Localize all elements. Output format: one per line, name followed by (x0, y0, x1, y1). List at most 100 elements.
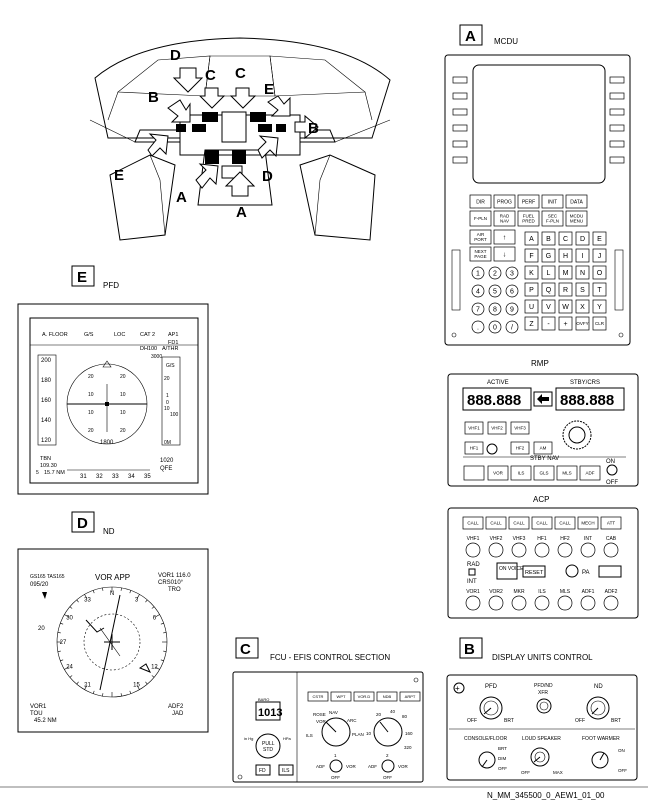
mcdu-alpha-J[interactable] (592, 248, 607, 263)
acp-knob-ADF2[interactable] (603, 595, 619, 611)
acp-call-0[interactable] (462, 516, 484, 530)
mcdu-alpha-X[interactable] (575, 299, 590, 314)
acp-knob-VOR1[interactable] (465, 595, 481, 611)
mcdu-num-11[interactable] (505, 320, 519, 334)
rmp-nav-key[interactable] (463, 465, 485, 481)
rmp-nav-MLS[interactable] (556, 465, 578, 481)
mcdu-key-2[interactable] (517, 194, 540, 209)
acp-knob-MKR[interactable] (511, 595, 527, 611)
mcdu-alpha-L[interactable] (541, 265, 556, 280)
mcdu-alpha-28[interactable] (575, 316, 590, 331)
mcdu-alpha-A[interactable] (524, 231, 539, 246)
rmp-nav-VOR[interactable] (487, 465, 509, 481)
mcdu-num-6[interactable] (471, 302, 485, 316)
mcdu-alpha-Y[interactable] (592, 299, 607, 314)
acp-knob-ILS[interactable] (534, 595, 550, 611)
mcdu-key-down[interactable] (493, 246, 516, 262)
mcdu-key-1[interactable] (493, 194, 516, 209)
fcu-opt-WPT[interactable] (330, 691, 352, 702)
acp-call-5[interactable] (577, 516, 599, 530)
acp-call-1[interactable] (485, 516, 507, 530)
acp-call-2[interactable] (508, 516, 530, 530)
mcdu-key-5[interactable] (469, 210, 492, 227)
rmp-nav-ILS[interactable] (510, 465, 532, 481)
acp-knob-VHF3[interactable] (511, 542, 527, 558)
mcdu-num-8[interactable] (505, 302, 519, 316)
mcdu-alpha-29[interactable] (592, 316, 607, 331)
acp-knob-HF2[interactable] (557, 542, 573, 558)
mcdu-key-7[interactable] (517, 210, 540, 227)
mcdu-alpha-Q[interactable] (541, 282, 556, 297)
rmp-key-HF1-label: HF1 (470, 446, 479, 451)
mcdu-alpha-C[interactable] (558, 231, 573, 246)
mcdu-key-airport[interactable] (469, 229, 492, 245)
mcdu-alpha-26[interactable] (541, 316, 556, 331)
mcdu-key-0[interactable] (469, 194, 492, 209)
mcdu-alpha-G[interactable] (541, 248, 556, 263)
acp-reset: RESET (525, 570, 544, 576)
mcdu-num-3[interactable] (471, 284, 485, 298)
mcdu-alpha-H[interactable] (558, 248, 573, 263)
mcdu-alpha-R[interactable] (558, 282, 573, 297)
nd-display: D ND VOR APP GS165 TAS165 095/20 VOR1 11… (17, 511, 209, 733)
mcdu-alpha-U[interactable] (524, 299, 539, 314)
mcdu-key-nextpage[interactable] (469, 246, 492, 262)
mcdu-alpha-B[interactable] (541, 231, 556, 246)
acp-knob-VOR2[interactable] (488, 595, 504, 611)
pfd-alt-tick: 1 (166, 393, 169, 399)
rmp-key-HF1[interactable] (464, 441, 484, 455)
mcdu-alpha-S[interactable] (575, 282, 590, 297)
acp-knob-ADF1[interactable] (580, 595, 596, 611)
mcdu-key-4[interactable] (565, 194, 588, 209)
mcdu-alpha-P[interactable] (524, 282, 539, 297)
mcdu-key-8[interactable] (541, 210, 564, 227)
fcu-opt-VOR.D[interactable] (353, 691, 375, 702)
mcdu-alpha-I[interactable] (575, 248, 590, 263)
mcdu-key-9[interactable] (565, 210, 588, 227)
rmp-key-HF2[interactable] (510, 441, 530, 455)
mcdu-num-0[interactable] (471, 266, 485, 280)
mcdu-alpha-F[interactable] (524, 248, 539, 263)
rmp-nav-ADF[interactable] (579, 465, 601, 481)
acp-knob-CAB[interactable] (603, 542, 619, 558)
mcdu-key-3[interactable] (541, 194, 564, 209)
acp-call-6[interactable] (600, 516, 622, 530)
mcdu-key-6[interactable] (493, 210, 516, 227)
mcdu-alpha-25[interactable] (524, 316, 539, 331)
mcdu-alpha-D[interactable] (575, 231, 590, 246)
rmp-key-VHF1[interactable] (464, 421, 484, 435)
mcdu-alpha-K[interactable] (524, 265, 539, 280)
mcdu-alpha-V[interactable] (541, 299, 556, 314)
mcdu-alpha-N[interactable] (575, 265, 590, 280)
mcdu-num-5[interactable] (505, 284, 519, 298)
acp-knob-VHF2[interactable] (488, 542, 504, 558)
mcdu-num-10[interactable] (488, 320, 502, 334)
mcdu-num-1[interactable] (488, 266, 502, 280)
mcdu-alpha-O[interactable] (592, 265, 607, 280)
rmp-nav-label: STBY NAV (530, 456, 559, 462)
mcdu-alpha-T[interactable] (592, 282, 607, 297)
acp-call-4[interactable] (554, 516, 576, 530)
rmp-nav-GLS[interactable] (533, 465, 555, 481)
mcdu-num-9[interactable] (471, 320, 485, 334)
acp-knob-INT[interactable] (580, 542, 596, 558)
mcdu-num-2[interactable] (505, 266, 519, 280)
rmp-key-VHF3[interactable] (510, 421, 530, 435)
fcu-opt-NDB[interactable] (376, 691, 398, 702)
mcdu-alpha-27[interactable] (558, 316, 573, 331)
mcdu-num-7[interactable] (488, 302, 502, 316)
mcdu-alpha-M[interactable] (558, 265, 573, 280)
mcdu-num-4[interactable] (488, 284, 502, 298)
mcdu-key-up[interactable] (493, 229, 516, 245)
rmp-key-VHF2[interactable] (487, 421, 507, 435)
pfd-title: PFD (103, 281, 119, 290)
fcu-opt-ARPT[interactable] (399, 691, 421, 702)
acp-knob-MLS[interactable] (557, 595, 573, 611)
acp-knob-HF1[interactable] (534, 542, 550, 558)
mcdu-alpha-E[interactable] (592, 231, 607, 246)
fcu-opt-CSTR[interactable] (307, 691, 329, 702)
acp-knob-VHF1[interactable] (465, 542, 481, 558)
mcdu-alpha-W[interactable] (558, 299, 573, 314)
acp-call-3[interactable] (531, 516, 553, 530)
rmp-key-AM[interactable] (533, 441, 553, 455)
